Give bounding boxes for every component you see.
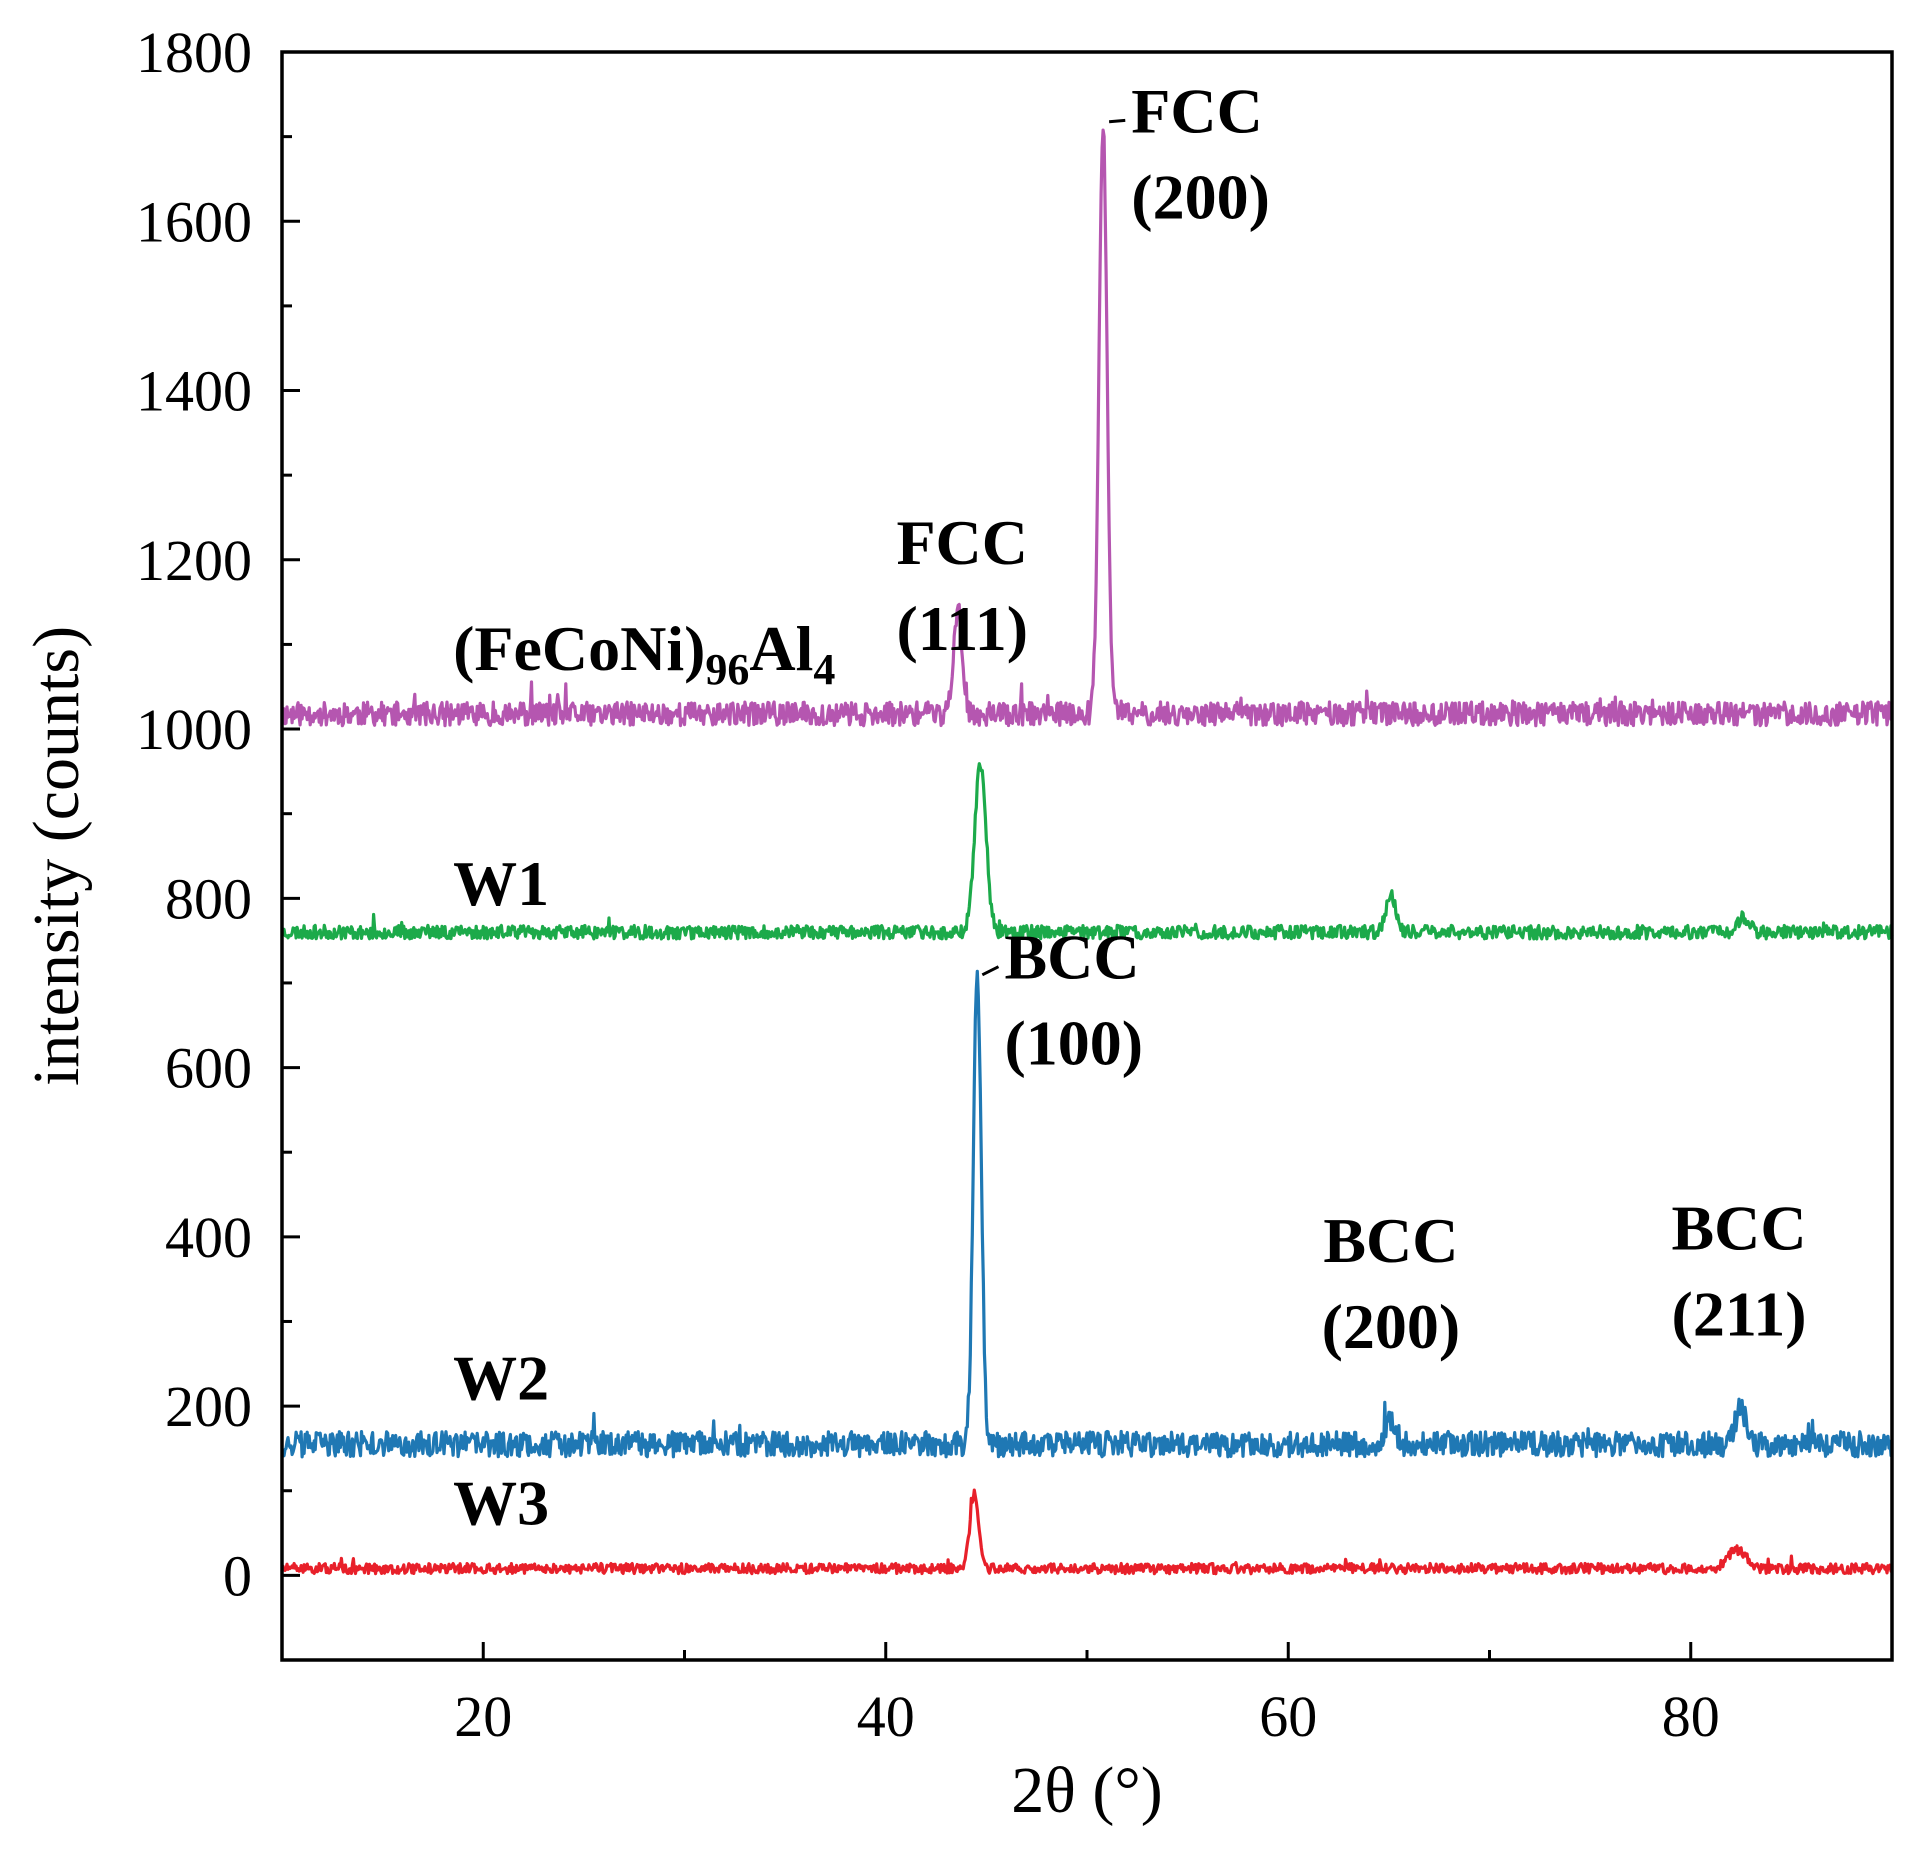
peak-annotation-phase: BCC	[1004, 922, 1139, 993]
series-label-sub: 4	[813, 645, 835, 694]
ticks-layer: 20 40 60 8002004006008001000120014001600180…	[136, 20, 1720, 1749]
x-tick-label: 80	[1662, 1684, 1720, 1749]
series-layer	[280, 128, 1894, 1576]
peak-annotation-phase: BCC	[1671, 1193, 1806, 1264]
peak-annotation-index: (211)	[1672, 1279, 1807, 1350]
peak-annotation-phase: FCC	[896, 507, 1028, 578]
annotation-leader-line	[1108, 118, 1126, 124]
series-label-sub: 96	[705, 645, 749, 694]
series-label-part: Al	[749, 613, 813, 684]
peak-annotation-index: (111)	[896, 593, 1028, 664]
x-axis-title: 2θ (°)	[1011, 1754, 1162, 1827]
y-tick-label: 1000	[136, 697, 252, 762]
y-tick-label: 1600	[136, 189, 252, 254]
series-line-1	[280, 762, 1894, 941]
y-tick-label: 800	[165, 866, 252, 931]
y-tick-label: 1800	[136, 20, 252, 85]
y-tick-label: 1200	[136, 528, 252, 593]
x-tick-label: 60	[1259, 1684, 1317, 1749]
x-tick-label: 20	[454, 1684, 512, 1749]
x-tick-label: 40	[857, 1684, 915, 1749]
series-label-w1: W1	[453, 848, 549, 919]
y-tick-label: 1400	[136, 359, 252, 424]
annotation-leader-line	[981, 965, 1000, 977]
peak-annotation-phase: FCC	[1131, 75, 1263, 146]
peak-annotation-index: (200)	[1131, 161, 1270, 232]
peak-annotation-index: (200)	[1322, 1291, 1461, 1362]
peak-annotation-phase: BCC	[1323, 1205, 1458, 1276]
y-tick-label: 0	[223, 1543, 252, 1608]
series-label-w2: W2	[453, 1342, 549, 1413]
series-line-2	[280, 969, 1894, 1459]
series-line-3	[280, 1488, 1894, 1576]
y-tick-label: 200	[165, 1374, 252, 1439]
series-label-w3: W3	[453, 1468, 549, 1539]
peak-annotation-index: (100)	[1004, 1008, 1143, 1079]
y-tick-label: 600	[165, 1036, 252, 1101]
series-label-fecomnial: (FeCoNi)96Al4	[453, 613, 835, 694]
series-line-0	[280, 128, 1894, 728]
annotation-layer: FCC (111) FCC (200) BCC (100) BCC (200) BCC (211)	[896, 75, 1806, 1362]
series-label-part: (FeCoNi)	[453, 613, 705, 684]
y-axis-title: intensity (counts)	[20, 626, 93, 1086]
y-tick-label: 400	[165, 1205, 252, 1270]
